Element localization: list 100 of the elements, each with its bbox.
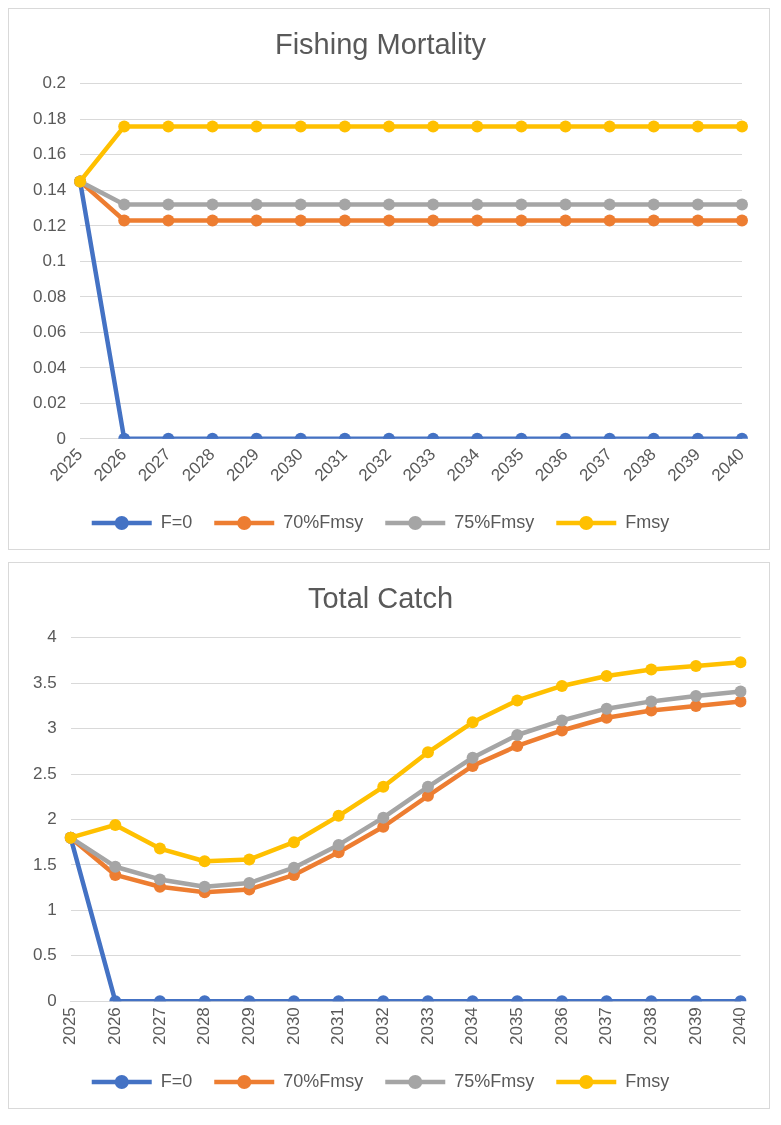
point: [427, 120, 440, 133]
point: [471, 214, 484, 227]
y-tick-label: 0.08: [32, 286, 67, 306]
point: [198, 880, 211, 893]
y-tick-label: 2: [47, 809, 57, 829]
point: [645, 663, 658, 676]
legend-label: Fmsy: [625, 1070, 670, 1091]
x-tick-label: 2034: [462, 1007, 482, 1046]
y-tick-label: 0.14: [32, 180, 67, 199]
point: [555, 724, 568, 737]
point: [559, 198, 572, 211]
point: [421, 780, 434, 793]
point: [250, 198, 263, 211]
y-tick-label: 1: [47, 900, 57, 920]
x-tick-label: 2039: [685, 1007, 705, 1046]
point: [206, 198, 219, 211]
point: [377, 811, 390, 824]
point: [250, 214, 263, 227]
point: [559, 120, 572, 133]
point: [691, 120, 704, 133]
legend-label: 70%Fmsy: [283, 1070, 364, 1091]
point: [511, 694, 524, 707]
y-tick-label: 0.02: [32, 393, 67, 413]
point: [511, 729, 524, 742]
y-tick-label: 0.18: [32, 108, 67, 128]
point: [691, 214, 704, 227]
y-tick-label: 0.12: [32, 215, 67, 235]
point: [118, 198, 131, 211]
point: [559, 214, 572, 227]
legend-label: Fmsy: [625, 511, 670, 532]
point: [153, 842, 166, 855]
y-tick-label: 0: [47, 990, 57, 1010]
x-tick-label: 2032: [372, 1007, 392, 1046]
point: [515, 120, 528, 133]
point: [471, 120, 484, 133]
legend-label: F=0: [160, 511, 193, 532]
point: [338, 214, 351, 227]
point: [382, 214, 395, 227]
x-tick-label: 2031: [328, 1007, 348, 1046]
legend-label: 75%Fmsy: [454, 511, 535, 532]
y-tick-label: 0.5: [32, 945, 57, 965]
point: [287, 836, 300, 849]
point: [294, 214, 307, 227]
point: [647, 198, 660, 211]
point: [600, 702, 613, 715]
point: [162, 120, 175, 133]
point: [153, 873, 166, 886]
y-tick-label: 0.04: [32, 357, 67, 377]
point: [427, 214, 440, 227]
point: [555, 679, 568, 692]
point: [338, 198, 351, 211]
legend-label: 75%Fmsy: [454, 1070, 535, 1091]
y-tick-label: 3: [47, 718, 57, 738]
point: [736, 120, 748, 133]
point: [206, 214, 219, 227]
point: [515, 198, 528, 211]
point: [243, 877, 256, 890]
point: [603, 198, 616, 211]
point: [511, 739, 524, 752]
y-tick-label: 0.1: [42, 251, 67, 270]
point: [332, 809, 345, 822]
y-tick-label: 0.16: [32, 144, 67, 164]
point: [603, 120, 616, 133]
chart-title: Total Catch: [307, 582, 454, 615]
point: [162, 214, 175, 227]
y-tick-label: 1.5: [32, 854, 57, 874]
point: [294, 120, 307, 133]
y-tick-label: 2.5: [32, 763, 57, 783]
point: [466, 716, 479, 729]
point: [109, 860, 122, 873]
point: [689, 689, 702, 702]
point: [689, 659, 702, 672]
point: [250, 120, 263, 133]
x-tick-label: 2040: [730, 1007, 750, 1046]
x-tick-label: 2037: [596, 1007, 616, 1046]
point: [600, 669, 613, 682]
x-tick-label: 2029: [238, 1007, 258, 1046]
point: [736, 214, 748, 227]
point: [243, 853, 256, 866]
x-tick-label: 2038: [640, 1007, 660, 1046]
point: [421, 746, 434, 759]
point: [555, 714, 568, 727]
legend-label: 70%Fmsy: [283, 511, 364, 532]
point: [198, 855, 211, 868]
y-tick-label: 0: [56, 428, 67, 448]
point: [515, 214, 528, 227]
x-tick-label: 2026: [104, 1007, 124, 1046]
point: [118, 214, 131, 227]
point: [338, 120, 351, 133]
point: [736, 198, 748, 211]
y-tick-label: 0.06: [32, 322, 67, 342]
y-tick-label: 0.2: [42, 73, 67, 93]
point: [427, 198, 440, 211]
point: [466, 751, 479, 764]
x-tick-label: 2035: [506, 1007, 526, 1046]
legend-label: F=0: [160, 1070, 193, 1091]
x-tick-label: 2027: [149, 1007, 169, 1046]
point: [109, 818, 122, 831]
y-tick-label: 4: [47, 627, 57, 647]
point: [377, 780, 390, 793]
